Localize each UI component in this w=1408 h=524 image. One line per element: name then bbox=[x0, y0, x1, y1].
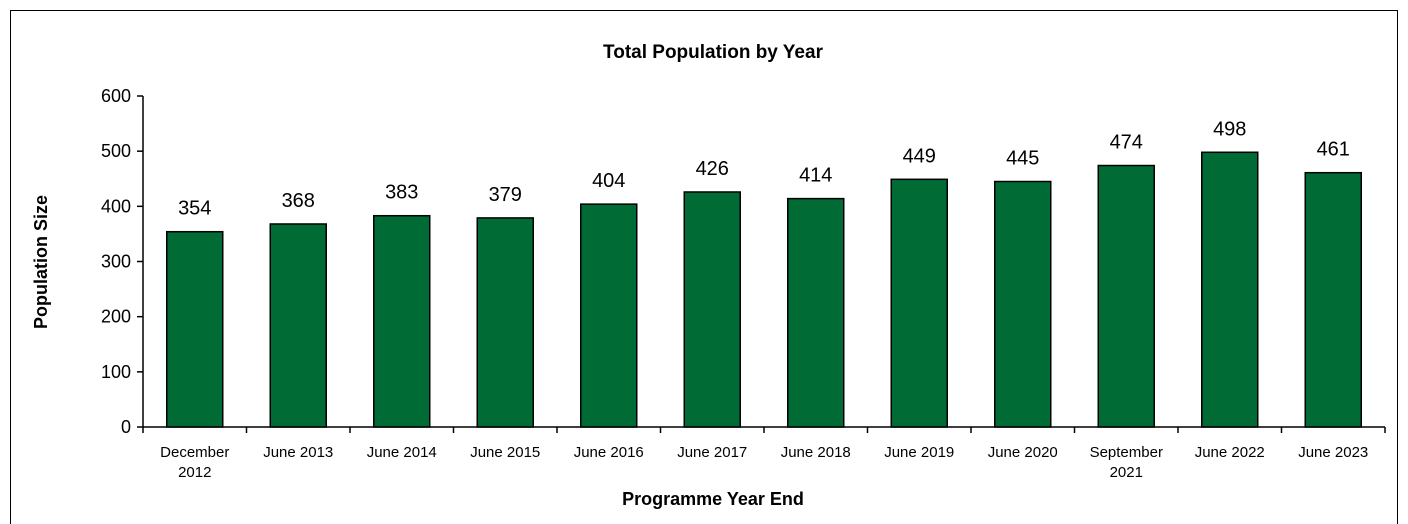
data-label: 354 bbox=[178, 198, 211, 220]
x-tick-label-line: June 2016 bbox=[574, 444, 644, 461]
x-tick-label: June 2015 bbox=[470, 444, 540, 461]
x-tick-label: June 2018 bbox=[781, 444, 851, 461]
bar bbox=[1097, 164, 1155, 428]
x-tick-label-line: June 2018 bbox=[781, 444, 851, 461]
y-tick-label: 100 bbox=[101, 362, 131, 382]
x-tick-label: June 2019 bbox=[884, 444, 954, 461]
x-tick-label: June 2016 bbox=[574, 444, 644, 461]
x-axis-title: Programme Year End bbox=[622, 489, 804, 509]
x-tick-label-line: June 2017 bbox=[677, 444, 747, 461]
y-axis-title: Population Size bbox=[31, 195, 51, 329]
x-tick-label-line: June 2015 bbox=[470, 444, 540, 461]
bar bbox=[580, 203, 638, 428]
y-tick-label: 500 bbox=[101, 141, 131, 161]
data-label: 461 bbox=[1317, 139, 1350, 161]
y-tick-label: 400 bbox=[101, 196, 131, 216]
x-tick-label: September 2021 bbox=[1090, 444, 1163, 481]
data-label: 379 bbox=[489, 184, 522, 206]
x-tick-label: June 2020 bbox=[988, 444, 1058, 461]
x-tick-label-line: September bbox=[1090, 444, 1163, 461]
x-tick-label-line: June 2020 bbox=[988, 444, 1058, 461]
bar bbox=[1201, 151, 1259, 428]
x-tick-label-line: 2012 bbox=[178, 464, 211, 481]
bar bbox=[373, 214, 431, 428]
bar bbox=[890, 178, 948, 428]
x-tick-label-line: 2021 bbox=[1110, 464, 1143, 481]
x-tick-label: June 2022 bbox=[1195, 444, 1265, 461]
chart-title: Total Population by Year bbox=[603, 42, 824, 63]
x-tick-label: June 2017 bbox=[677, 444, 747, 461]
bar bbox=[476, 217, 534, 428]
data-label: 383 bbox=[385, 182, 418, 204]
bar bbox=[787, 197, 845, 428]
data-label: 498 bbox=[1213, 118, 1246, 140]
bar bbox=[683, 191, 741, 428]
x-tick-label: June 2023 bbox=[1298, 444, 1368, 461]
x-tick-label-line: June 2023 bbox=[1298, 444, 1368, 461]
x-tick-label-line: June 2013 bbox=[263, 444, 333, 461]
y-tick-label: 300 bbox=[101, 252, 131, 272]
plot-area: 0 100 200 300 400 500 600 354 December 2012 368 Jun… bbox=[101, 86, 1386, 481]
x-tick-label-line: December bbox=[160, 444, 229, 461]
data-label: 474 bbox=[1110, 132, 1143, 154]
x-tick-label-line: June 2022 bbox=[1195, 444, 1265, 461]
x-tick-label: June 2014 bbox=[367, 444, 437, 461]
bar bbox=[269, 223, 327, 428]
data-label: 404 bbox=[592, 170, 625, 192]
x-tick-label: December 2012 bbox=[160, 444, 229, 481]
data-label: 449 bbox=[903, 145, 936, 167]
data-label: 445 bbox=[1006, 148, 1039, 170]
bar bbox=[1304, 171, 1362, 428]
x-tick-label: June 2013 bbox=[263, 444, 333, 461]
x-tick-label-line: June 2014 bbox=[367, 444, 437, 461]
data-label: 426 bbox=[696, 158, 729, 180]
bar bbox=[166, 230, 224, 428]
y-tick-label: 200 bbox=[101, 307, 131, 327]
y-tick-label: 600 bbox=[101, 86, 131, 106]
bar bbox=[994, 180, 1052, 428]
y-tick-label: 0 bbox=[121, 417, 131, 437]
x-tick-label-line: June 2019 bbox=[884, 444, 954, 461]
data-label: 414 bbox=[799, 165, 832, 187]
data-label: 368 bbox=[282, 190, 315, 212]
